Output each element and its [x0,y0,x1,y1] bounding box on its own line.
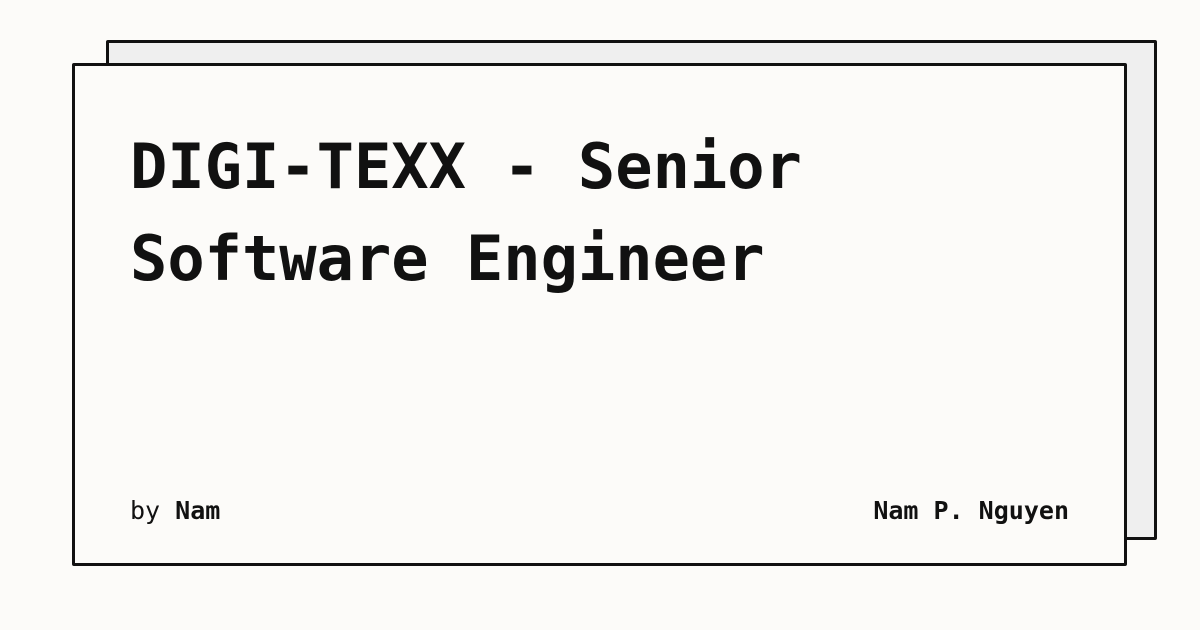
byline: by Nam [130,496,220,525]
author-name: Nam [175,496,221,525]
preview-card: DIGI-TEXX - Senior Software Engineer by … [72,63,1127,566]
site-name: Nam P. Nguyen [873,496,1069,525]
post-title: DIGI-TEXX - Senior Software Engineer [130,130,802,295]
byline-label: by [130,496,161,525]
